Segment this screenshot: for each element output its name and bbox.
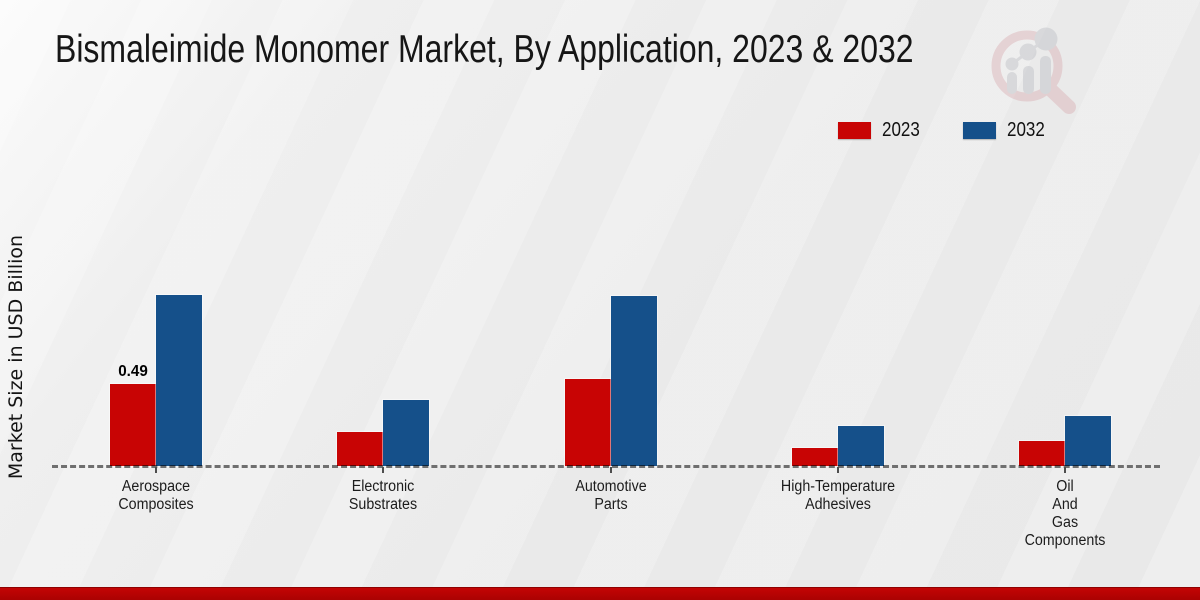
legend-item-2032: 2032 xyxy=(962,119,1052,142)
x-axis-tick xyxy=(836,467,839,473)
magnifier-bar-chart-logo-icon xyxy=(991,27,1076,114)
y-axis-title: Market Size in USD Billion xyxy=(5,234,27,480)
bar-2032-oil-and-gas-components xyxy=(1065,416,1111,466)
bar-2023-high-temperature-adhesives xyxy=(791,448,838,466)
legend-swatch-2023 xyxy=(838,122,871,139)
legend-swatch-2032 xyxy=(962,122,996,139)
bar-2032-automotive-parts xyxy=(610,296,657,466)
bar-2032-aerospace-composites xyxy=(156,295,202,466)
legend-label-2023: 2023 xyxy=(882,119,920,141)
x-axis-tick xyxy=(382,467,385,473)
category-label-high-temperature-adhesives: High-Temperature Adhesives xyxy=(780,478,895,513)
legend-item-2023: 2023 xyxy=(838,119,927,142)
bar-2023-aerospace-composites xyxy=(110,384,156,466)
bar-2023-automotive-parts xyxy=(564,379,611,466)
brand-watermark xyxy=(985,24,1100,124)
chart-title: Bismaleimide Monomer Market, By Applicat… xyxy=(55,28,914,71)
bar-2032-electronic-substrates xyxy=(383,400,430,466)
x-axis-tick xyxy=(1064,467,1066,473)
footer-accent-bar xyxy=(0,587,1200,600)
x-axis-baseline xyxy=(52,465,1160,468)
bar-value-label-2023-aerospace-composites: 0.49 xyxy=(118,363,148,380)
x-axis-tick xyxy=(155,467,157,473)
bar-2032-high-temperature-adhesives xyxy=(837,426,884,466)
bar-2023-electronic-substrates xyxy=(337,432,384,466)
category-label-automotive-parts: Automotive Parts xyxy=(574,478,647,513)
legend: 2023 2032 xyxy=(838,119,1051,142)
category-label-aerospace-composites: Aerospace Composites xyxy=(118,478,194,513)
bar-2023-oil-and-gas-components xyxy=(1019,441,1065,466)
legend-label-2032: 2032 xyxy=(1006,119,1045,141)
category-label-electronic-substrates: Electronic Substrates xyxy=(349,478,418,513)
x-axis-tick xyxy=(609,467,612,473)
category-label-oil-and-gas-components: Oil And Gas Components xyxy=(1024,478,1106,549)
